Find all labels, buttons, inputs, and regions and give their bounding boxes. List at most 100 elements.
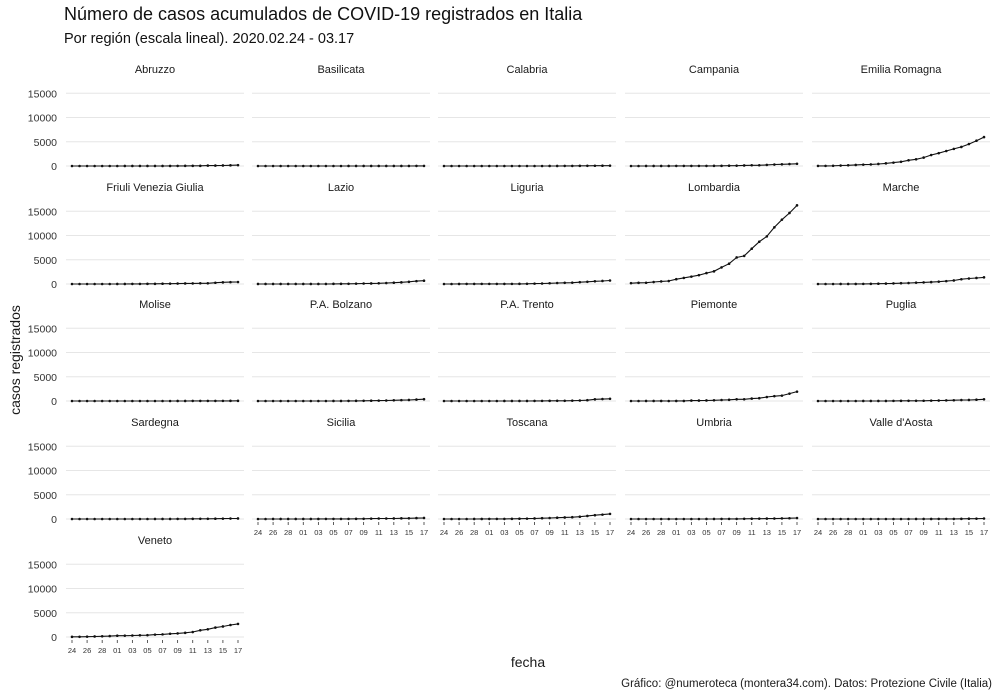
data-point — [279, 282, 282, 286]
data-point — [586, 398, 589, 402]
data-point — [525, 399, 529, 403]
data-point — [369, 164, 373, 168]
data-point — [138, 399, 142, 403]
data-point — [286, 517, 290, 521]
data-point — [705, 517, 708, 521]
data-point — [525, 282, 529, 286]
data-point — [301, 399, 305, 403]
data-point — [301, 282, 305, 286]
data-point — [982, 517, 986, 520]
x-tick-label: 09 — [919, 528, 927, 537]
data-point — [85, 282, 89, 286]
data-point — [525, 164, 529, 168]
x-tick-label: 24 — [68, 646, 76, 655]
x-tick-label: 15 — [405, 528, 413, 537]
data-point — [487, 282, 491, 286]
y-tick-label: 10000 — [28, 113, 57, 125]
y-tick-label: 5000 — [34, 137, 58, 149]
data-point — [720, 398, 723, 402]
x-tick-label: 13 — [576, 528, 584, 537]
x-tick-label: 05 — [889, 528, 897, 537]
data-point — [629, 164, 633, 168]
data-point — [85, 399, 89, 403]
data-point — [765, 163, 769, 167]
data-point — [198, 399, 202, 403]
data-point — [457, 517, 461, 521]
data-point — [982, 276, 986, 279]
data-point — [637, 399, 640, 403]
data-point — [236, 622, 240, 626]
data-point — [236, 399, 240, 403]
x-tick-label: 26 — [455, 528, 463, 537]
data-point — [221, 625, 225, 628]
data-point — [354, 164, 358, 168]
data-point — [540, 164, 544, 168]
data-point — [191, 282, 195, 285]
data-point — [146, 164, 149, 168]
data-point — [131, 282, 134, 286]
data-point — [892, 517, 895, 521]
x-tick-label: 01 — [299, 528, 307, 537]
y-tick-label: 0 — [51, 396, 57, 408]
data-point — [750, 163, 754, 167]
data-point — [450, 399, 453, 403]
data-point — [570, 281, 574, 284]
facet-label-molise: Molise — [139, 299, 171, 311]
x-tick-label: 01 — [485, 528, 493, 537]
data-point — [960, 277, 963, 281]
data-point — [347, 517, 350, 521]
data-point — [555, 164, 559, 168]
data-point — [100, 634, 104, 638]
data-point — [735, 517, 738, 521]
x-tick-label: 17 — [234, 646, 242, 655]
data-point — [869, 163, 873, 166]
data-point — [570, 164, 574, 168]
data-point — [861, 399, 865, 403]
facet-label-sicilia: Sicilia — [327, 417, 357, 429]
data-point — [899, 160, 903, 164]
data-point — [586, 164, 589, 168]
data-point — [967, 517, 971, 521]
data-point — [742, 397, 746, 401]
data-point — [85, 517, 89, 521]
data-point — [697, 517, 701, 521]
data-point — [229, 164, 232, 167]
data-point — [256, 164, 260, 168]
y-tick-label: 5000 — [34, 490, 58, 502]
data-point — [765, 517, 769, 520]
data-point — [548, 516, 551, 520]
x-tick-label: 15 — [219, 646, 227, 655]
data-point — [229, 623, 232, 627]
data-point — [563, 516, 567, 519]
data-point — [839, 164, 842, 167]
data-point — [324, 164, 328, 168]
x-tick-label: 28 — [470, 528, 478, 537]
data-point — [831, 399, 835, 403]
data-point — [191, 164, 195, 168]
data-point — [377, 281, 381, 285]
data-point — [652, 280, 655, 284]
data-point — [877, 517, 880, 521]
data-point — [967, 142, 971, 146]
data-point — [608, 512, 612, 516]
data-point — [229, 280, 232, 284]
data-point — [788, 211, 791, 215]
data-point — [929, 280, 933, 284]
data-point — [153, 517, 157, 521]
x-tick-label: 11 — [935, 528, 943, 537]
data-point — [294, 282, 298, 286]
facet-label-puglia: Puglia — [886, 299, 917, 311]
data-point — [384, 399, 388, 402]
data-point — [563, 399, 567, 403]
x-tick-label: 11 — [189, 646, 197, 655]
data-point — [392, 517, 396, 520]
data-point — [93, 517, 96, 521]
data-point — [518, 164, 521, 168]
data-point — [472, 399, 476, 403]
data-point — [757, 396, 761, 400]
data-point — [198, 628, 202, 632]
data-point — [161, 164, 164, 168]
data-point — [422, 279, 426, 283]
data-point — [735, 398, 738, 401]
